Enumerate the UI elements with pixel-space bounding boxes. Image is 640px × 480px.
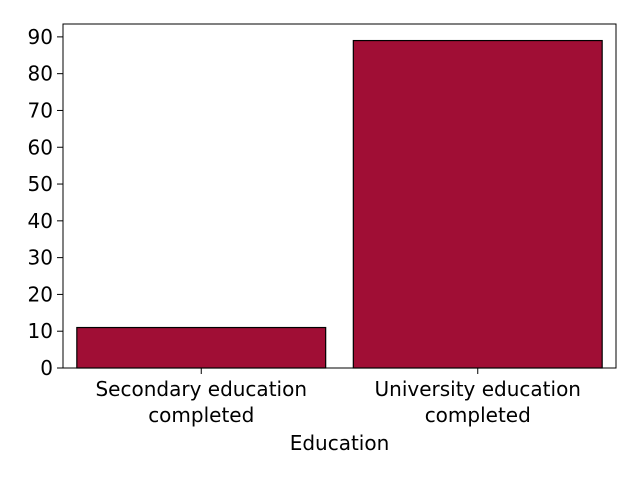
y-tick-label: 20 bbox=[28, 282, 53, 306]
y-axis: 0 10 20 30 40 50 60 70 80 90 bbox=[28, 25, 63, 380]
y-tick-label: 50 bbox=[28, 172, 53, 196]
bar-1 bbox=[76, 326, 327, 369]
y-tick-label: 30 bbox=[28, 246, 53, 270]
x-axis-title: Education bbox=[290, 431, 390, 455]
y-tick-label: 40 bbox=[28, 209, 53, 233]
x-tick-label: University education bbox=[375, 377, 581, 401]
y-tick-label: 90 bbox=[28, 25, 53, 49]
y-tick-label: 70 bbox=[28, 98, 53, 122]
y-tick-label: 10 bbox=[28, 319, 53, 343]
y-tick-label: 80 bbox=[28, 62, 53, 86]
y-tick-label: 0 bbox=[40, 356, 53, 380]
x-tick-label: completed bbox=[425, 403, 531, 427]
y-tick-label: 60 bbox=[28, 135, 53, 159]
x-tick-label: completed bbox=[148, 403, 254, 427]
plot-frame bbox=[62, 23, 617, 369]
bar-2 bbox=[352, 39, 603, 369]
bars-group bbox=[76, 39, 603, 369]
x-tick-label: Secondary education bbox=[95, 377, 307, 401]
